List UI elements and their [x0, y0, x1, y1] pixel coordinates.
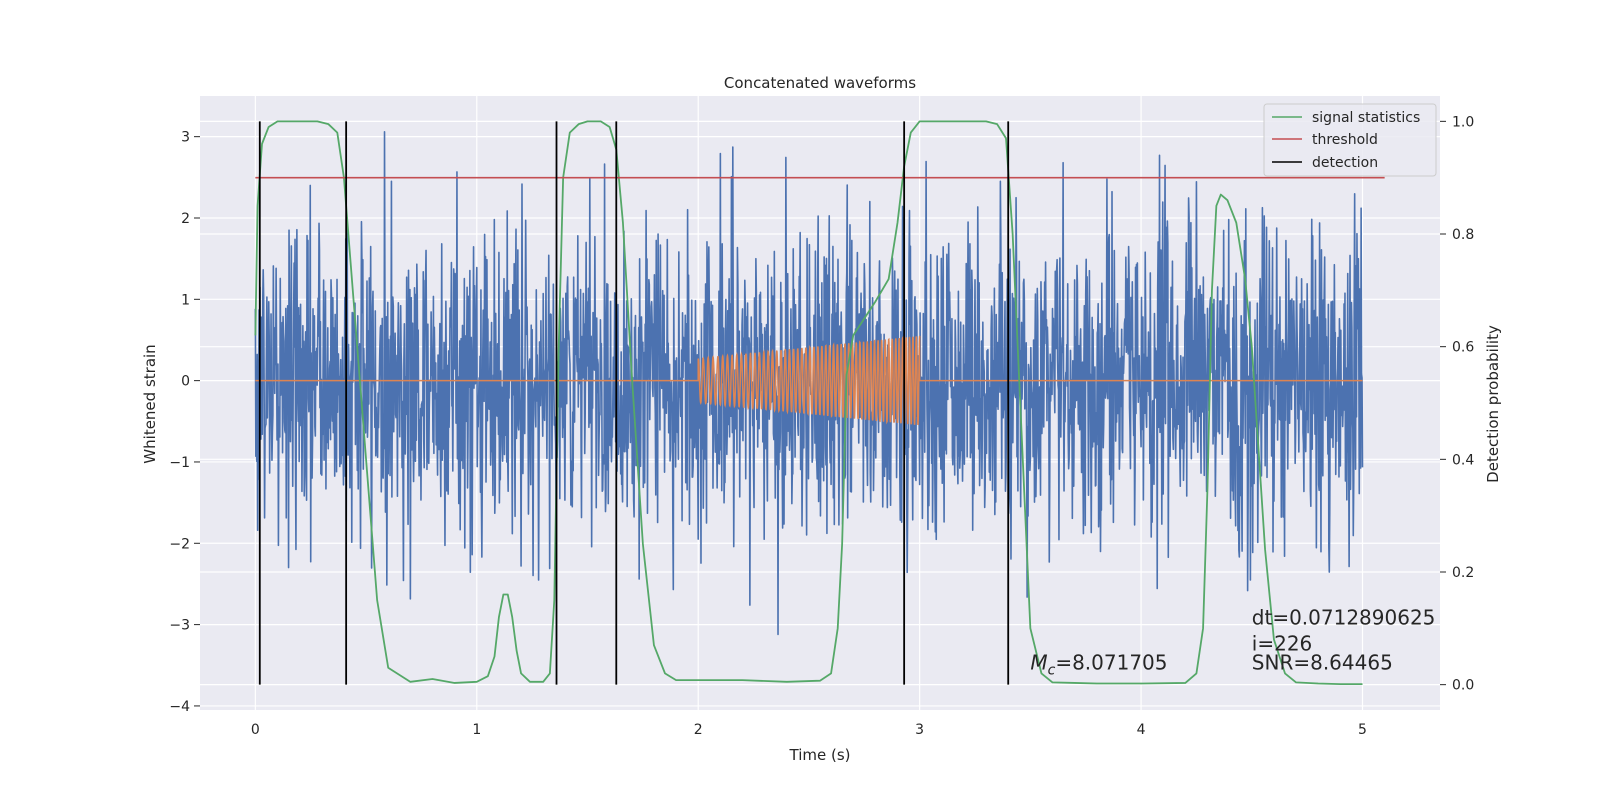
legend-label-detection: detection: [1312, 155, 1378, 171]
signal-statistics-line: [254, 120, 1363, 685]
legend-label-threshold: threshold: [1312, 132, 1378, 148]
y-tick-label: 3: [181, 130, 190, 146]
y2-tick-label: 1.0: [1452, 114, 1474, 130]
legend: signal statistics threshold detection: [1263, 103, 1437, 177]
x-axis-ticks: 0 1 2 3 4 5: [251, 722, 1367, 738]
annotation-text: dt=0.0712890625: [1252, 606, 1436, 630]
y-tick-label: −1: [169, 455, 190, 471]
chart-title: Concatenated waveforms: [724, 74, 916, 92]
x-tick-label: 1: [472, 722, 481, 738]
annotation-value: =8.071705: [1055, 650, 1167, 674]
y-tick-label: 2: [181, 211, 190, 227]
y2-tick-label: 0.4: [1452, 452, 1474, 468]
y2-tick-label: 0.6: [1452, 340, 1474, 356]
y-tick-label: 0: [181, 374, 190, 390]
y2-tick-label: 0.8: [1452, 227, 1474, 243]
template-line: [255, 335, 1363, 426]
signal-statistics-series: [254, 120, 1363, 685]
x-tick-label: 2: [694, 722, 703, 738]
legend-label-signal: signal statistics: [1312, 110, 1420, 126]
legend-box: [1263, 103, 1437, 177]
annotation-symbol: M: [1030, 650, 1047, 674]
y2-tick-label: 0.0: [1452, 678, 1474, 694]
annotation-subscript: c: [1048, 662, 1056, 678]
x-tick-label: 0: [251, 722, 260, 738]
template-series: [255, 335, 1363, 426]
y-tick-label: 1: [181, 292, 190, 308]
y2-tick-label: 0.2: [1452, 565, 1474, 581]
y-tick-label: −2: [169, 536, 190, 552]
x-tick-label: 3: [915, 722, 924, 738]
x-axis-label: Time (s): [789, 746, 851, 764]
y2-axis-label: Detection probability: [1484, 325, 1502, 483]
annotation-text: SNR=8.64465: [1252, 650, 1393, 674]
detection-series: [258, 121, 1010, 685]
y-tick-label: −3: [169, 618, 190, 634]
annotation-text: i=226: [1252, 632, 1313, 656]
x-tick-label: 4: [1137, 722, 1146, 738]
y-axis-ticks: −4 −3 −2 −1 0 1 2 3: [169, 130, 200, 715]
y-tick-label: −4: [169, 699, 190, 715]
y2-axis-ticks: 0.0 0.2 0.4 0.6 0.8 1.0: [1440, 114, 1474, 694]
annotation-text: Mc=8.071705: [1030, 650, 1167, 678]
x-tick-label: 5: [1358, 722, 1367, 738]
y-axis-label: Whitened strain: [141, 344, 159, 463]
